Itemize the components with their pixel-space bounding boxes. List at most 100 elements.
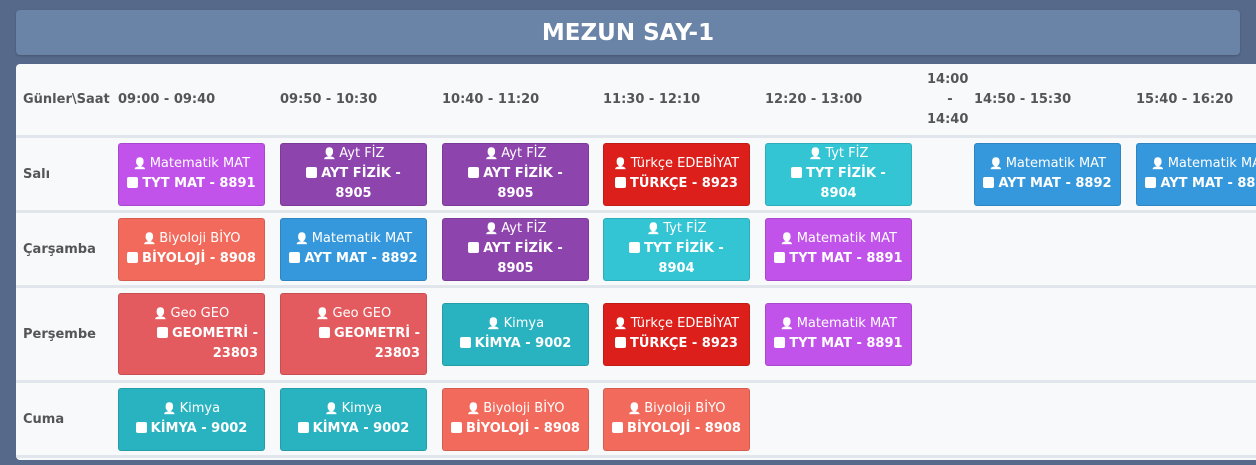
schedule-cell: 👤 Matematik MAT TYT MAT - 8891 xyxy=(118,138,265,210)
lesson-teacher: 👤 Ayt FİZ xyxy=(449,144,582,164)
schedule-cell: 👤Matematik MAT AYT MAT - 8892 xyxy=(974,138,1121,210)
teacher-name: Matematik MAT xyxy=(1005,156,1107,171)
lesson-card[interactable]: 👤 Geo GEO GEOMETRİ - 23803 xyxy=(118,293,265,375)
lesson-card[interactable]: 👤 Kimya KİMYA - 9002 xyxy=(118,387,265,451)
lesson-card[interactable]: 👤 Kimya KİMYA - 9002 xyxy=(280,387,427,451)
user-tie-icon: 👤 xyxy=(627,402,642,415)
schedule-cell: 👤 Biyoloji BİYO BİYOLOJİ - 8908 xyxy=(118,213,265,285)
teacher-name: Tyt FİZ xyxy=(825,146,869,161)
edit-icon xyxy=(983,177,995,188)
schedule-cell: 👤Matematik MAT AYT MAT - 8892 xyxy=(280,213,427,285)
lesson-card[interactable]: 👤 Kimya KİMYA - 9002 xyxy=(442,302,589,366)
edit-icon xyxy=(135,422,147,433)
teacher-name: Tyt FİZ xyxy=(663,221,707,236)
schedule-cell: 👤 Kimya KİMYA - 9002 xyxy=(442,288,589,380)
lesson-card[interactable]: 👤 Biyoloji BİYO BİYOLOJİ - 8908 xyxy=(603,387,750,451)
lesson-card[interactable]: 👤Matematik MAT AYT MAT - 8892 xyxy=(1136,142,1256,206)
schedule-cell: 👤 Biyoloji BİYO BİYOLOJİ - 8908 xyxy=(603,383,750,455)
lesson-card[interactable]: 👤 Tyt FİZ TYT FİZİK - 8904 xyxy=(603,217,750,281)
lesson-course: TYT MAT - 8891 xyxy=(772,334,905,354)
schedule-cell: 👤Matematik MAT AYT MAT - 8892 xyxy=(1136,138,1256,210)
lesson-course: KİMYA - 9002 xyxy=(287,419,420,439)
schedule-cell: 👤 Kimya KİMYA - 9002 xyxy=(280,383,427,455)
edit-icon xyxy=(612,422,624,433)
teacher-name: Kimya xyxy=(179,401,221,416)
lesson-teacher: 👤 Biyoloji BİYO xyxy=(449,399,582,419)
lesson-card[interactable]: 👤Matematik MAT AYT MAT - 8892 xyxy=(280,217,427,281)
course-name: AYT FİZİK - 8905 xyxy=(483,166,563,201)
lesson-teacher: 👤 Biyoloji BİYO xyxy=(125,229,258,249)
lesson-card[interactable]: 👤 Türkçe EDEBİYAT TÜRKÇE - 8923 xyxy=(603,302,750,366)
lesson-card[interactable]: 👤 Ayt FİZ AYT FİZİK - 8905 xyxy=(280,142,427,206)
lesson-teacher: 👤Matematik MAT xyxy=(772,229,905,249)
teacher-name: Türkçe EDEBİYAT xyxy=(630,316,740,331)
edit-icon xyxy=(774,252,786,263)
user-tie-icon: 👤 xyxy=(808,147,823,160)
lesson-teacher: 👤 Türkçe EDEBİYAT xyxy=(610,314,743,334)
teacher-name: Biyoloji BİYO xyxy=(644,401,726,416)
lesson-teacher: 👤 Kimya xyxy=(125,399,258,419)
user-tie-icon: 👤 xyxy=(779,232,794,245)
course-name: BİYOLOJİ - 8908 xyxy=(466,421,580,436)
teacher-name: Matematik MAT xyxy=(796,231,898,246)
teacher-name: Matematik MAT xyxy=(149,156,251,171)
day-label: Salı xyxy=(23,166,51,182)
edit-icon xyxy=(451,422,463,433)
user-tie-icon: 👤 xyxy=(132,157,147,170)
day-row: Salı 👤 Matematik MAT TYT MAT - 8891 👤 Ayt FİZ… xyxy=(16,138,1256,213)
course-name: TYT FİZİK - 8904 xyxy=(644,241,724,276)
user-tie-icon: 👤 xyxy=(315,307,330,320)
edit-icon xyxy=(127,252,139,263)
course-name: TYT FİZİK - 8904 xyxy=(806,166,886,201)
lesson-teacher: 👤Matematik MAT xyxy=(981,154,1114,174)
lesson-teacher: 👤 Tyt FİZ xyxy=(610,219,743,239)
lesson-card[interactable]: 👤 Matematik MAT TYT MAT - 8891 xyxy=(765,302,912,366)
day-label: Çarşamba xyxy=(23,241,96,257)
teacher-name: Matematik MAT xyxy=(1167,156,1256,171)
time-slot-header: 11:30 - 12:10 xyxy=(603,92,701,107)
lesson-card[interactable]: 👤 Matematik MAT TYT MAT - 8891 xyxy=(118,142,265,206)
lesson-card[interactable]: 👤 Biyoloji BİYO BİYOLOJİ - 8908 xyxy=(442,387,589,451)
schedule-cell: 👤 Türkçe EDEBİYAT TÜRKÇE - 8923 xyxy=(603,138,750,210)
lesson-course: AYT MAT - 8892 xyxy=(1143,174,1256,194)
edit-icon xyxy=(459,337,471,348)
time-slot-header: 10:40 - 11:20 xyxy=(442,92,540,107)
course-name: GEOMETRİ - 23803 xyxy=(171,326,258,361)
edit-icon xyxy=(774,337,786,348)
lesson-teacher: 👤 Kimya xyxy=(287,399,420,419)
course-name: AYT FİZİK - 8905 xyxy=(483,241,563,276)
edit-icon xyxy=(306,167,318,178)
edit-icon xyxy=(468,167,480,178)
teacher-name: Geo GEO xyxy=(170,306,230,321)
lesson-course: KİMYA - 9002 xyxy=(125,419,258,439)
lesson-card[interactable]: 👤 Türkçe EDEBİYAT TÜRKÇE - 8923 xyxy=(603,142,750,206)
lesson-course: AYT FİZİK - 8905 xyxy=(287,164,420,204)
schedule-cell: 👤 Matematik MAT TYT MAT - 8891 xyxy=(765,213,912,285)
page-title: MEZUN SAY-1 xyxy=(16,10,1240,55)
course-name: AYT FİZİK - 8905 xyxy=(321,166,401,201)
lesson-course: BİYOLOJİ - 8908 xyxy=(449,419,582,439)
lesson-card[interactable]: 👤Matematik MAT AYT MAT - 8892 xyxy=(974,142,1121,206)
edit-icon xyxy=(615,337,626,348)
schedule-cell: 👤 Geo GEO GEOMETRİ - 23803 xyxy=(118,288,265,380)
course-name: KİMYA - 9002 xyxy=(474,336,572,351)
lesson-teacher: 👤Matematik MAT xyxy=(1143,154,1256,174)
teacher-name: Matematik MAT xyxy=(796,316,898,331)
teacher-name: Ayt FİZ xyxy=(501,146,547,161)
user-tie-icon: 👤 xyxy=(484,222,499,235)
teacher-name: Ayt FİZ xyxy=(501,221,547,236)
lesson-card[interactable]: 👤 Geo GEO GEOMETRİ - 23803 xyxy=(280,293,427,375)
day-label: Cuma xyxy=(23,411,65,427)
lesson-card[interactable]: 👤 Matematik MAT TYT MAT - 8891 xyxy=(765,217,912,281)
user-tie-icon: 👤 xyxy=(646,222,661,235)
edit-icon xyxy=(629,242,641,253)
lesson-card[interactable]: 👤 Ayt FİZ AYT FİZİK - 8905 xyxy=(442,142,589,206)
lesson-card[interactable]: 👤 Biyoloji BİYO BİYOLOJİ - 8908 xyxy=(118,217,265,281)
teacher-name: Matematik MAT xyxy=(311,231,413,246)
user-tie-icon: 👤 xyxy=(779,317,794,330)
edit-icon xyxy=(318,327,330,338)
lesson-card[interactable]: 👤 Ayt FİZ AYT FİZİK - 8905 xyxy=(442,217,589,281)
lesson-card[interactable]: 👤 Tyt FİZ TYT FİZİK - 8904 xyxy=(765,142,912,206)
lesson-course: AYT FİZİK - 8905 xyxy=(449,164,582,204)
day-label: Perşembe xyxy=(23,326,96,342)
